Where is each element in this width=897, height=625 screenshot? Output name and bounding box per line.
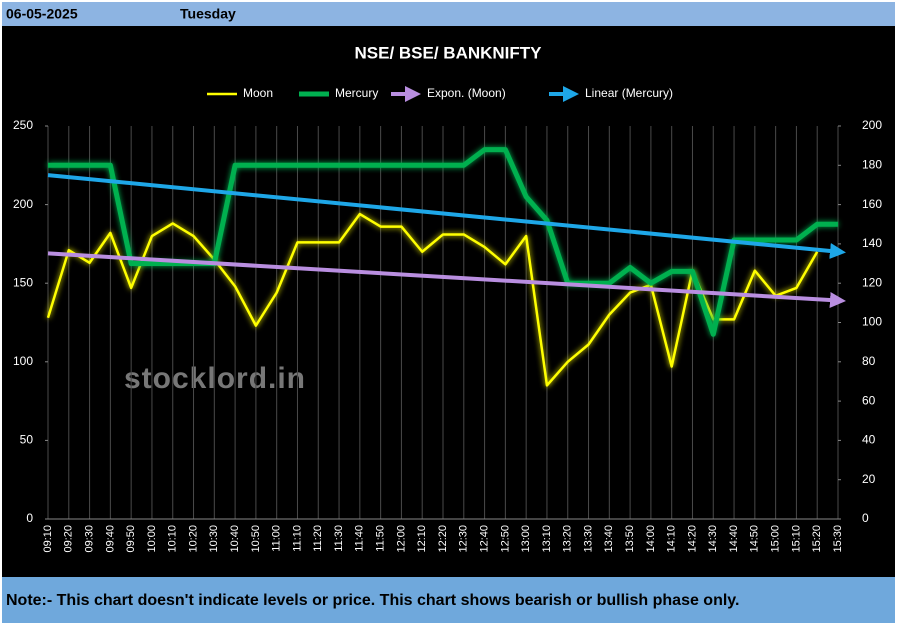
x-tick-label: 11:50	[375, 525, 387, 552]
legend-label: Linear (Mercury)	[585, 86, 673, 100]
trendline	[47, 251, 846, 309]
trendline	[47, 173, 846, 259]
watermark: stocklord.in	[124, 362, 306, 395]
x-tick-label: 10:10	[167, 525, 179, 553]
y2-tick-label: 0	[862, 511, 869, 525]
y2-tick-label: 180	[862, 157, 882, 171]
chart-title: NSE/ BSE/ BANKNIFTY	[354, 43, 542, 62]
x-tick-label: 13:20	[562, 525, 574, 553]
y2-tick-label: 40	[862, 433, 876, 447]
x-tick-label: 15:30	[832, 525, 844, 553]
x-tick-label: 11:40	[354, 525, 366, 552]
x-tick-label: 13:50	[624, 525, 636, 553]
x-tick-label: 14:20	[686, 525, 698, 553]
x-tick-label: 12:30	[458, 525, 470, 553]
y2-tick-label: 80	[862, 354, 876, 368]
x-tick-label: 10:30	[208, 525, 220, 553]
legend-label: Mercury	[335, 86, 378, 100]
x-tick-label: 12:00	[395, 525, 407, 553]
x-tick-label: 10:20	[187, 525, 199, 553]
y2-tick-label: 200	[862, 118, 882, 132]
y2-tick-label: 100	[862, 315, 882, 329]
y2-tick-label: 60	[862, 393, 876, 407]
x-tick-label: 09:50	[125, 525, 137, 553]
x-tick-label: 11:00	[271, 525, 283, 552]
series-line	[48, 147, 838, 337]
y-tick-label: 50	[20, 433, 34, 447]
y2-tick-label: 160	[862, 197, 882, 211]
x-tick-label: 15:20	[811, 525, 823, 553]
legend-label: Moon	[243, 86, 273, 100]
x-tick-label: 13:40	[603, 525, 615, 553]
x-tick-label: 13:10	[541, 525, 553, 553]
x-tick-label: 11:10	[291, 525, 303, 552]
x-tick-label: 14:10	[666, 525, 678, 553]
y2-tick-label: 20	[862, 472, 876, 486]
x-tick-label: 12:40	[478, 525, 490, 553]
x-tick-label: 09:30	[83, 525, 95, 553]
x-tick-label: 11:30	[333, 525, 345, 552]
x-tick-label: 12:50	[499, 525, 511, 553]
x-tick-label: 15:10	[790, 525, 802, 553]
x-tick-label: 11:20	[312, 525, 324, 552]
x-tick-label: 14:40	[728, 525, 740, 553]
date: 06-05-2025	[6, 6, 78, 22]
x-tick-label: 14:00	[645, 525, 657, 553]
x-tick-label: 12:20	[437, 525, 449, 553]
y2-tick-label: 140	[862, 236, 882, 250]
footer-note: Note:- This chart doesn't indicate level…	[6, 592, 739, 609]
y-tick-label: 100	[13, 354, 33, 368]
y2-tick-label: 120	[862, 275, 882, 289]
x-tick-label: 14:50	[749, 525, 761, 553]
series-line	[46, 212, 819, 387]
x-tick-label: 12:10	[416, 525, 428, 553]
header-bar	[2, 2, 895, 26]
footer-bar	[2, 577, 895, 623]
x-tick-label: 14:30	[707, 525, 719, 553]
x-tick-label: 10:40	[229, 525, 241, 553]
x-tick-label: 15:00	[770, 525, 782, 553]
x-tick-label: 13:30	[582, 525, 594, 553]
day: Tuesday	[180, 6, 236, 22]
x-tick-label: 09:20	[63, 525, 75, 553]
y-tick-label: 250	[13, 118, 33, 132]
y-tick-label: 150	[13, 275, 33, 289]
x-tick-label: 10:00	[146, 525, 158, 553]
x-tick-label: 10:50	[250, 525, 262, 553]
y-tick-label: 0	[26, 511, 33, 525]
x-tick-label: 09:10	[42, 525, 54, 553]
legend-label: Expon. (Moon)	[427, 86, 506, 100]
x-tick-label: 13:00	[520, 525, 532, 553]
y-tick-label: 200	[13, 197, 33, 211]
x-tick-label: 09:40	[104, 525, 116, 553]
